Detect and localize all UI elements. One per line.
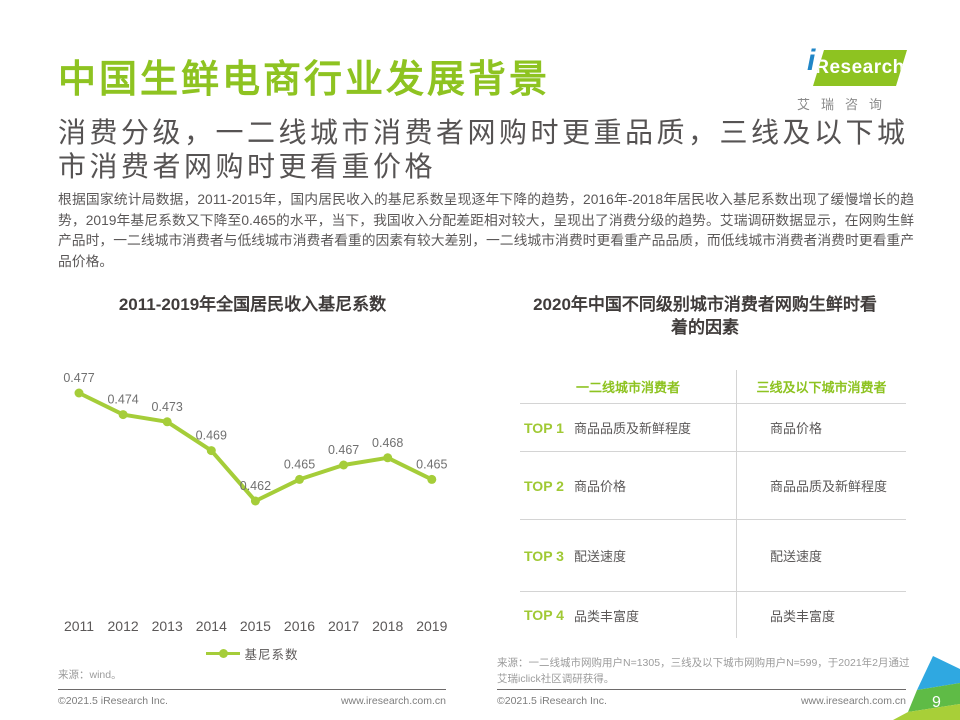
data-point-2011 bbox=[74, 388, 84, 398]
chart-source-note: 来源：wind。 bbox=[58, 669, 122, 681]
data-label-2011: 0.477 bbox=[63, 371, 94, 385]
data-label-2018: 0.468 bbox=[372, 436, 403, 450]
data-point-2015 bbox=[250, 496, 260, 506]
data-point-2016 bbox=[295, 474, 304, 484]
footer-divider-left bbox=[58, 689, 446, 690]
table-source-note: 来源：一二线城市网购用户N=1305，三线及以下城市网购用户N=599，于202… bbox=[497, 657, 910, 686]
x-tick-2015: 2015 bbox=[240, 618, 271, 634]
logo-parallelogram: Research bbox=[813, 50, 907, 86]
data-point-2018 bbox=[383, 453, 393, 463]
factor-tier12: 配送速度 bbox=[573, 549, 626, 564]
body-paragraph: 根据国家统计局数据，2011-2015年，国内居民收入的基尼系数呈现逐年下降的趋… bbox=[58, 192, 914, 270]
factor-tier12: 商品价格 bbox=[573, 479, 626, 494]
table-row: 商品价格 bbox=[737, 404, 906, 452]
slide-subtitle: 消费分级，一二线城市消费者网购时更重品质，三线及以下城市消费者网购时更看重价格 bbox=[58, 117, 909, 183]
table-header-tier12: 一二线城市消费者 bbox=[520, 370, 737, 404]
x-tick-2019: 2019 bbox=[416, 618, 447, 634]
logo-i-letter: i bbox=[807, 44, 816, 77]
x-tick-2013: 2013 bbox=[152, 618, 183, 634]
factor-tier3plus: 商品价格 bbox=[770, 421, 823, 436]
gini-line-chart: 0.477 2011 0.474 2012 0.473 2013 0.469 2014 0.46… bbox=[63, 371, 447, 634]
x-tick-2016: 2016 bbox=[284, 618, 315, 634]
factors-table: 一二线城市消费者 三线及以下城市消费者 TOP 1 商品品质及新鲜程度 商品价格… bbox=[520, 370, 906, 638]
page-title: 中国生鲜电商行业发展背景 bbox=[58, 59, 551, 101]
corner-lime-stripe bbox=[893, 704, 960, 720]
data-label-2014: 0.469 bbox=[196, 429, 227, 443]
factor-tier3plus: 商品品质及新鲜程度 bbox=[770, 479, 888, 494]
table-row: 配送速度 bbox=[737, 520, 906, 592]
table-header-tier3plus: 三线及以下城市消费者 bbox=[737, 370, 906, 404]
data-point-2013 bbox=[162, 417, 172, 427]
factor-tier12: 商品品质及新鲜程度 bbox=[573, 421, 691, 436]
data-label-2017: 0.467 bbox=[328, 443, 359, 457]
x-tick-2012: 2012 bbox=[108, 618, 139, 634]
legend-line-marker bbox=[206, 649, 241, 658]
data-point-2014 bbox=[206, 446, 216, 456]
data-point-2017 bbox=[339, 460, 349, 470]
data-point-2019 bbox=[427, 474, 437, 484]
corner-blue-stripe bbox=[917, 656, 960, 690]
corner-ribbon-decoration: 9 bbox=[893, 656, 960, 720]
x-tick-2018: 2018 bbox=[372, 618, 403, 634]
data-label-2012: 0.474 bbox=[107, 393, 138, 407]
rank-badge: TOP 1 bbox=[524, 419, 564, 436]
factor-tier3plus: 品类丰富度 bbox=[770, 608, 836, 624]
table-row: 商品品质及新鲜程度 bbox=[737, 452, 906, 520]
copyright-right: ©2021.5 iResearch Inc. bbox=[497, 695, 607, 707]
data-label-2019: 0.465 bbox=[416, 457, 447, 471]
legend-label: 基尼系数 bbox=[244, 648, 299, 662]
logo-brand-text: Research bbox=[815, 57, 905, 78]
factor-tier12: 品类丰富度 bbox=[573, 608, 639, 624]
x-tick-2014: 2014 bbox=[196, 618, 227, 634]
table-row: TOP 2 商品价格 bbox=[520, 452, 737, 520]
data-label-2016: 0.465 bbox=[284, 457, 315, 471]
website-url-left: www.iresearch.com.cn bbox=[340, 695, 446, 707]
x-tick-2017: 2017 bbox=[328, 618, 359, 634]
factor-tier3plus: 配送速度 bbox=[770, 549, 823, 564]
chart-legend: 基尼系数 bbox=[55, 644, 450, 663]
rank-badge: TOP 2 bbox=[524, 477, 564, 494]
copyright-left: ©2021.5 iResearch Inc. bbox=[58, 695, 168, 707]
data-label-2015: 0.462 bbox=[240, 479, 271, 493]
table-title: 2020年中国不同级别城市消费者网购生鲜时看着的因素 bbox=[533, 295, 877, 337]
rank-badge: TOP 3 bbox=[524, 547, 564, 564]
corner-green-stripe bbox=[908, 683, 960, 712]
page-number: 9 bbox=[932, 694, 941, 711]
website-url-right: www.iresearch.com.cn bbox=[800, 695, 906, 707]
rank-badge: TOP 4 bbox=[524, 607, 564, 623]
table-row: TOP 3 配送速度 bbox=[520, 520, 737, 592]
x-tick-2011: 2011 bbox=[64, 618, 94, 634]
data-point-2012 bbox=[118, 410, 128, 420]
iresearch-logo: i Research 艾瑞咨询 bbox=[795, 44, 915, 114]
data-label-2013: 0.473 bbox=[152, 400, 183, 414]
footer-divider-right bbox=[497, 689, 906, 690]
table-row: TOP 1 商品品质及新鲜程度 bbox=[520, 404, 737, 452]
logo-chinese-name: 艾瑞咨询 bbox=[797, 97, 894, 112]
table-row: 品类丰富度 bbox=[737, 592, 906, 638]
table-row: TOP 4 品类丰富度 bbox=[520, 592, 737, 638]
chart-title: 2011-2019年全国居民收入基尼系数 bbox=[118, 295, 387, 314]
